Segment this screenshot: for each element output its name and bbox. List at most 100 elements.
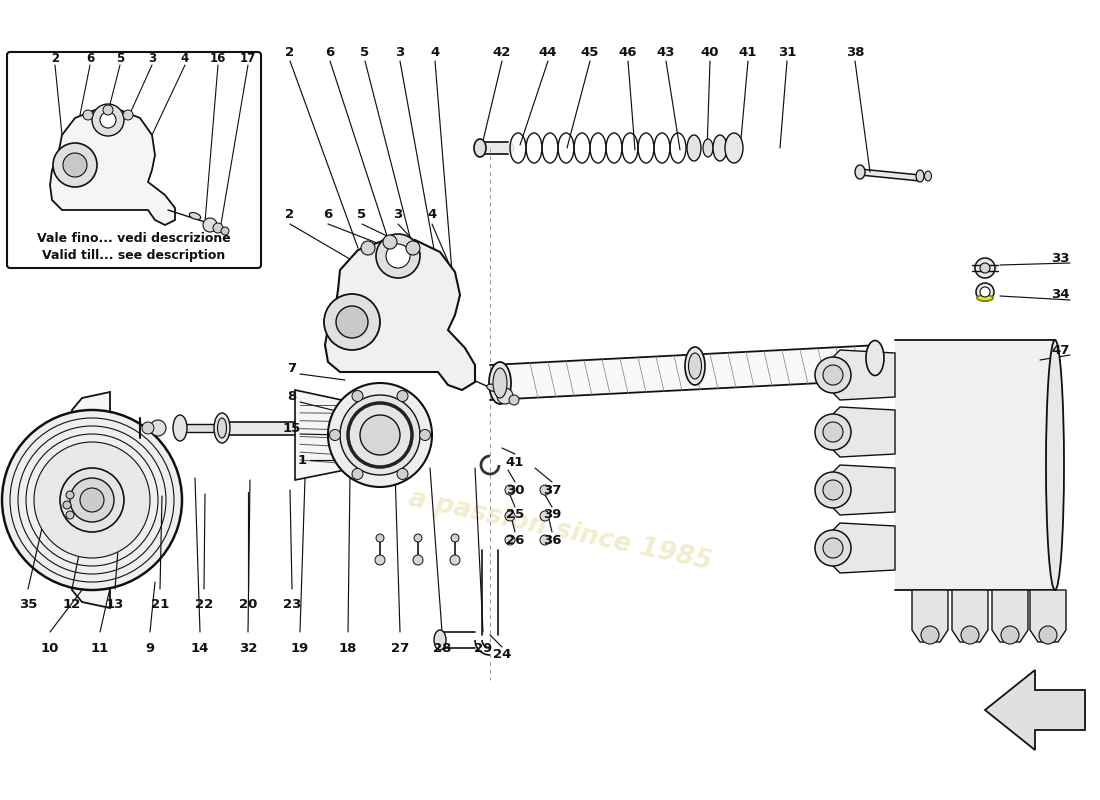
Circle shape [397,390,408,402]
Polygon shape [912,590,948,642]
Polygon shape [830,523,895,573]
Circle shape [815,414,851,450]
Text: 36: 36 [542,534,561,546]
Circle shape [63,153,87,177]
Circle shape [376,534,384,542]
Ellipse shape [916,170,924,182]
Circle shape [975,258,996,278]
Circle shape [60,468,124,532]
Circle shape [414,534,422,542]
Circle shape [505,485,515,495]
Circle shape [815,472,851,508]
Circle shape [505,535,515,545]
Circle shape [70,478,114,522]
Text: 10: 10 [41,642,59,654]
Polygon shape [952,590,988,642]
Text: 24: 24 [493,649,512,662]
Polygon shape [295,390,370,480]
Text: 44: 44 [539,46,558,58]
Circle shape [80,488,104,512]
Circle shape [419,430,430,441]
Text: 2: 2 [285,46,295,58]
Circle shape [451,534,459,542]
Ellipse shape [474,139,486,157]
Text: 29: 29 [474,642,492,654]
Text: 25: 25 [506,509,524,522]
Circle shape [1040,626,1057,644]
Circle shape [1001,626,1019,644]
Ellipse shape [173,415,187,441]
Circle shape [375,555,385,565]
Text: 3: 3 [394,209,403,222]
Circle shape [66,491,74,499]
Circle shape [505,511,515,521]
Text: 28: 28 [432,642,451,654]
Text: 26: 26 [506,534,525,546]
Text: 20: 20 [239,598,257,611]
Circle shape [103,105,113,115]
Circle shape [961,626,979,644]
Text: 22: 22 [195,598,213,611]
Circle shape [340,395,420,475]
Text: 32: 32 [239,642,257,654]
Circle shape [412,555,424,565]
Circle shape [352,469,363,479]
Polygon shape [490,345,880,400]
Text: 34: 34 [1052,289,1070,302]
Text: a passion since 1985: a passion since 1985 [406,485,714,575]
Circle shape [53,143,97,187]
Circle shape [397,469,408,479]
Text: 6: 6 [323,209,332,222]
Circle shape [497,388,513,404]
Text: 4: 4 [430,46,440,58]
Circle shape [540,511,550,521]
Text: 2: 2 [285,209,295,222]
Circle shape [823,538,843,558]
Text: 3: 3 [395,46,405,58]
Circle shape [221,227,229,235]
Polygon shape [830,350,895,400]
FancyBboxPatch shape [7,52,261,268]
Circle shape [336,306,368,338]
Ellipse shape [434,630,446,650]
Polygon shape [895,340,1055,590]
Text: 30: 30 [506,483,525,497]
Circle shape [976,283,994,301]
Circle shape [2,410,182,590]
Circle shape [540,535,550,545]
Circle shape [82,110,94,120]
Circle shape [330,430,341,441]
Text: 46: 46 [618,46,637,58]
Text: 4: 4 [180,51,189,65]
Circle shape [450,555,460,565]
Text: 9: 9 [145,642,155,654]
Text: 5: 5 [116,51,124,65]
Text: 18: 18 [339,642,358,654]
Ellipse shape [214,413,230,443]
Text: 5: 5 [361,46,370,58]
Text: 21: 21 [151,598,169,611]
Circle shape [123,110,133,120]
Ellipse shape [977,295,993,301]
Circle shape [100,112,116,128]
Polygon shape [72,392,110,608]
Polygon shape [830,407,895,457]
Circle shape [386,244,410,268]
Circle shape [34,442,150,558]
Text: 14: 14 [190,642,209,654]
Text: 27: 27 [390,642,409,654]
Polygon shape [830,465,895,515]
Circle shape [328,383,432,487]
Text: 43: 43 [657,46,675,58]
Text: 42: 42 [493,46,512,58]
Ellipse shape [490,362,512,404]
Text: Vale fino... vedi descrizione: Vale fino... vedi descrizione [37,231,231,245]
Ellipse shape [703,139,713,157]
Ellipse shape [688,135,701,161]
Ellipse shape [493,368,507,398]
Ellipse shape [1046,340,1064,590]
Ellipse shape [689,353,702,379]
Circle shape [213,223,223,233]
Circle shape [815,357,851,393]
Text: 13: 13 [106,598,124,611]
